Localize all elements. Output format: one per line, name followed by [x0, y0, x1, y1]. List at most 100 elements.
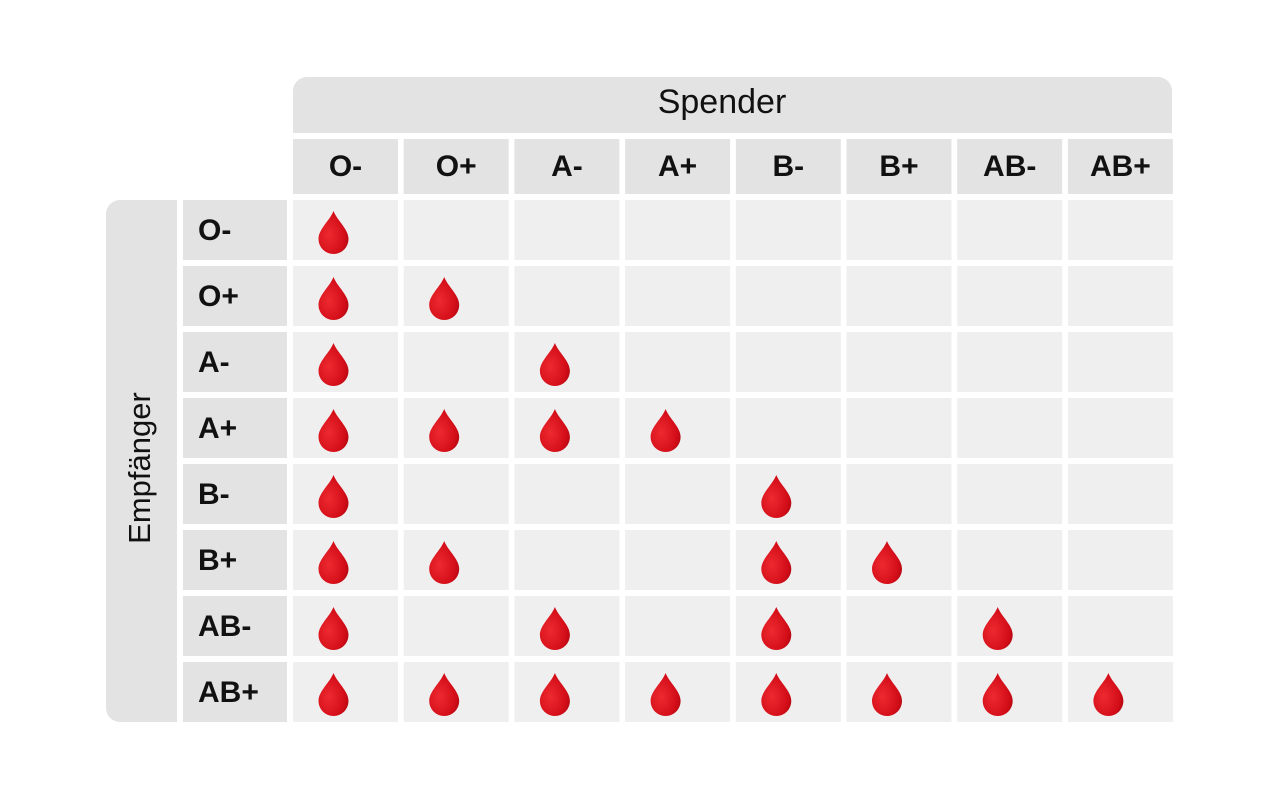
- column-header-cell: [293, 139, 398, 194]
- blood-drop: [318, 343, 349, 386]
- cell: [625, 530, 731, 590]
- cell: [846, 332, 952, 392]
- blood-drop: [872, 541, 902, 584]
- blood-drop: [761, 541, 792, 584]
- column-header: A-: [551, 150, 583, 183]
- cell: [1067, 332, 1173, 392]
- cell: [846, 596, 952, 656]
- blood-drop: [539, 607, 570, 650]
- column-header: AB-: [983, 150, 1036, 183]
- blood-drop: [539, 343, 570, 386]
- column-header-cell: [403, 139, 509, 194]
- row-header: A-: [198, 346, 230, 379]
- column-header-cell: [957, 139, 1063, 194]
- cell: [846, 266, 952, 326]
- column-header-cell: [514, 139, 620, 194]
- cell: [514, 200, 620, 260]
- header-title: Spender: [658, 83, 787, 121]
- column-header: B-: [772, 150, 804, 183]
- blood-drop: [761, 673, 792, 716]
- cell: [403, 464, 509, 524]
- cell: [403, 596, 509, 656]
- row-header-cell: [183, 530, 287, 590]
- cell: [957, 530, 1063, 590]
- cell: [846, 464, 952, 524]
- blood-drop: [318, 277, 349, 320]
- blood-drop: [429, 541, 460, 584]
- blood-drop: [872, 673, 902, 716]
- cell: [625, 464, 731, 524]
- cell: [846, 398, 952, 458]
- blood-drop: [1093, 673, 1124, 716]
- cell: [1067, 398, 1173, 458]
- blood-drop: [429, 673, 460, 716]
- blood-drop: [318, 211, 349, 254]
- blood-drop: [761, 475, 792, 518]
- blood-drop: [982, 673, 1013, 716]
- blood-drop: [318, 541, 349, 584]
- blood-drop: [318, 409, 349, 452]
- cell: [1067, 596, 1173, 656]
- cell: [625, 200, 731, 260]
- cell: [403, 200, 509, 260]
- row-header-cell: [183, 398, 287, 458]
- side-title: Empfänger: [122, 392, 157, 544]
- column-header: O-: [329, 150, 362, 183]
- row-header-cell: [183, 464, 287, 524]
- blood-drop: [650, 673, 681, 716]
- row-header-cell: [183, 662, 287, 722]
- blood-drop: [429, 277, 460, 320]
- column-header: B+: [879, 150, 918, 183]
- blood-drop: [650, 409, 681, 452]
- column-header-cell: [625, 139, 731, 194]
- cell: [1067, 200, 1173, 260]
- row-header: AB-: [198, 610, 251, 643]
- cell: [514, 530, 620, 590]
- row-header: O+: [198, 280, 239, 313]
- row-header-cell: [183, 200, 287, 260]
- row-header-cell: [183, 596, 287, 656]
- cell: [1067, 464, 1173, 524]
- cell: [735, 332, 841, 392]
- row-header: AB+: [198, 676, 259, 709]
- cell: [957, 200, 1063, 260]
- row-header-cell: [183, 266, 287, 326]
- cell: [514, 266, 620, 326]
- blood-drop: [982, 607, 1013, 650]
- cell: [1067, 530, 1173, 590]
- column-header-cell: [1067, 139, 1173, 194]
- blood-drop: [318, 475, 349, 518]
- cell: [957, 398, 1063, 458]
- column-header-cell: [735, 139, 841, 194]
- cell: [735, 200, 841, 260]
- cell: [625, 266, 731, 326]
- blood-drop: [318, 673, 349, 716]
- row-header: B-: [198, 478, 230, 511]
- column-header: A+: [658, 150, 697, 183]
- row-header: O-: [198, 214, 231, 247]
- cell: [957, 332, 1063, 392]
- cell: [735, 266, 841, 326]
- cell: [1067, 266, 1173, 326]
- cell: [846, 200, 952, 260]
- header-bar: [293, 77, 1172, 133]
- cell: [403, 332, 509, 392]
- cell: [625, 596, 731, 656]
- cell: [514, 464, 620, 524]
- row-header: A+: [198, 412, 237, 445]
- blood-drop: [539, 409, 570, 452]
- cell: [735, 398, 841, 458]
- column-header-cell: [846, 139, 952, 194]
- row-header: B+: [198, 544, 237, 577]
- cell: [957, 266, 1063, 326]
- cell: [957, 464, 1063, 524]
- blood-drop: [429, 409, 460, 452]
- cell: [625, 332, 731, 392]
- blood-drop: [539, 673, 570, 716]
- blood-drop: [761, 607, 792, 650]
- column-header: AB+: [1090, 150, 1151, 183]
- column-header: O+: [436, 150, 477, 183]
- row-header-cell: [183, 332, 287, 392]
